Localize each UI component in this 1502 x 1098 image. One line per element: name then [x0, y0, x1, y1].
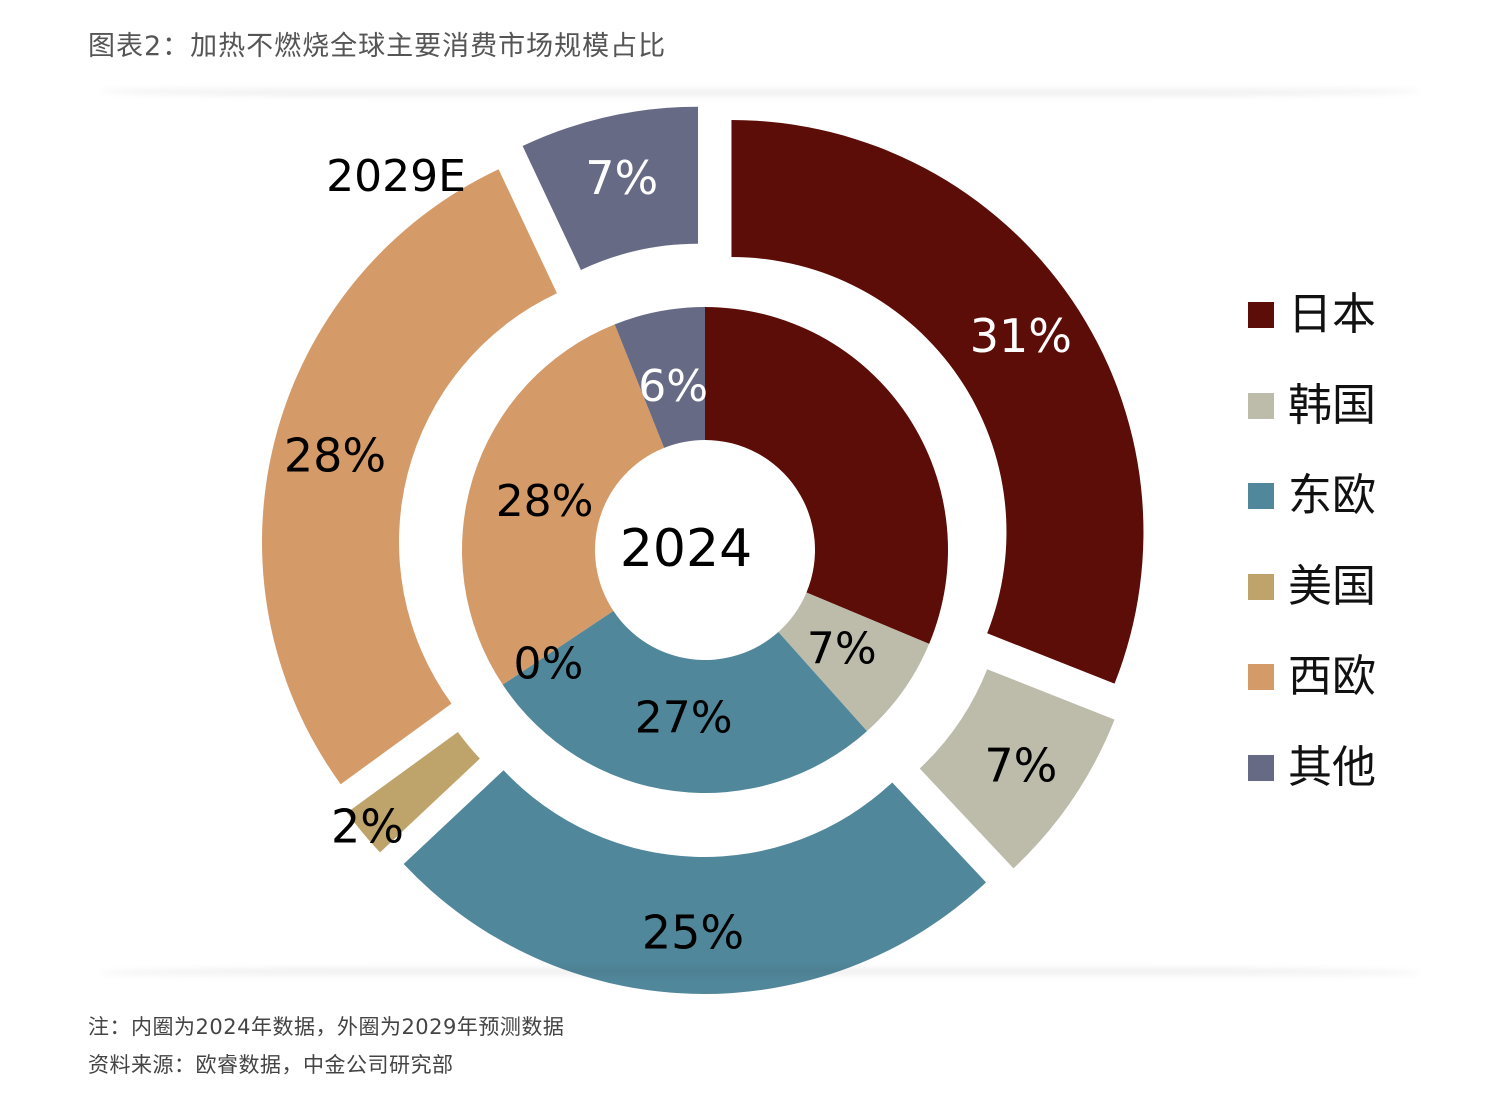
- outer-ring-2029e: [262, 106, 1144, 994]
- outer-slice-korea: [919, 669, 1115, 869]
- legend-label-usa: 美国: [1288, 560, 1376, 612]
- outer-slice-western-europe: [262, 169, 557, 785]
- legend-swatch-usa: [1248, 573, 1274, 600]
- bottom-divider-shadow: [100, 968, 1420, 978]
- outer-slice-japan: [731, 120, 1144, 684]
- inner-slice-usa-label: 0%: [513, 638, 583, 689]
- outer-slice-other-label: 7%: [585, 151, 658, 205]
- legend-item-eastern-europe: 东欧: [1248, 451, 1376, 542]
- legend-label-japan: 日本: [1288, 289, 1376, 341]
- legend-item-japan: 日本: [1248, 270, 1376, 361]
- legend-label-other: 其他: [1288, 741, 1376, 793]
- outer-slice-eastern-europe: [403, 770, 987, 994]
- outer-slice-usa: [347, 732, 480, 853]
- inner-slice-eastern-europe-label: 27%: [635, 693, 733, 744]
- slice-labels: 7% 27% 0% 28% 6% 31% 7% 25% 2% 28% 7%: [284, 151, 1072, 960]
- inner-slice-other-label: 6%: [638, 361, 708, 412]
- inner-slice-korea: [778, 592, 930, 732]
- legend-item-korea: 韩国: [1248, 361, 1376, 452]
- inner-ring-2024: [462, 307, 948, 793]
- legend-item-other: 其他: [1248, 723, 1376, 814]
- center-label-2024: 2024: [620, 519, 752, 579]
- inner-slice-western-europe-label: 28%: [496, 476, 594, 527]
- legend-item-usa: 美国: [1248, 542, 1376, 633]
- legend-item-western-europe: 西欧: [1248, 632, 1376, 723]
- outer-slice-western-europe-label: 28%: [284, 429, 386, 483]
- top-divider-shadow: [100, 86, 1420, 96]
- legend-label-eastern-europe: 东欧: [1288, 470, 1376, 522]
- legend-label-western-europe: 西欧: [1288, 651, 1376, 703]
- inner-slice-other: [614, 307, 705, 448]
- inner-slice-western-europe: [462, 324, 665, 685]
- inner-slice-eastern-europe: [502, 610, 868, 793]
- legend-swatch-eastern-europe: [1248, 483, 1274, 510]
- legend-swatch-other: [1248, 754, 1274, 781]
- page-title: 图表2：加热不燃烧全球主要消费市场规模占比: [88, 31, 667, 62]
- legend-label-korea: 韩国: [1288, 379, 1376, 431]
- outer-slice-eastern-europe-label: 25%: [642, 905, 744, 959]
- legend-swatch-japan: [1248, 302, 1274, 329]
- legend-swatch-korea: [1248, 392, 1274, 419]
- outer-ring-label-2029e: 2029E: [326, 151, 466, 202]
- chart-source: 资料来源：欧睿数据，中金公司研究部: [88, 1053, 454, 1077]
- outer-slice-japan-label: 31%: [970, 309, 1072, 363]
- outer-slice-other: [522, 106, 699, 270]
- inner-slice-korea-label: 7%: [807, 623, 877, 674]
- inner-slice-japan: [705, 307, 948, 644]
- outer-slice-korea-label: 7%: [984, 738, 1057, 792]
- legend-swatch-western-europe: [1248, 664, 1274, 691]
- chart-note: 注：内圈为2024年数据，外圈为2029年预测数据: [88, 1015, 565, 1039]
- outer-slice-usa-label: 2%: [331, 799, 404, 853]
- chart-legend: 日本韩国东欧美国西欧其他: [1248, 270, 1376, 813]
